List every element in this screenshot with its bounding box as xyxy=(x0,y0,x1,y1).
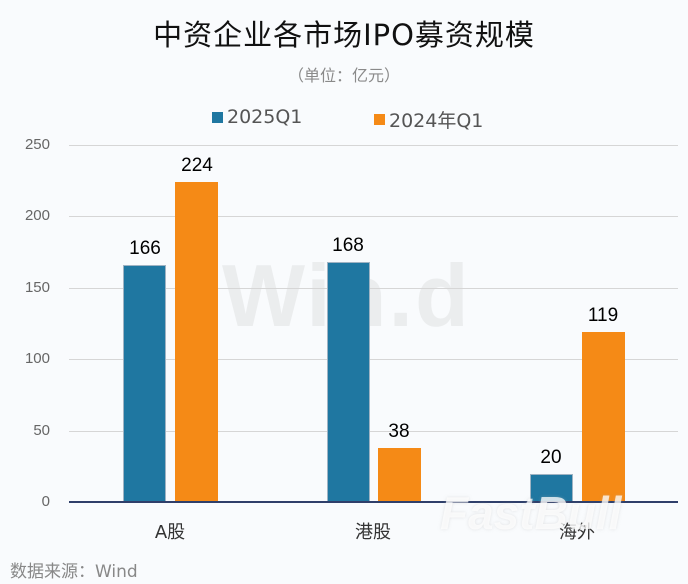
y-tick-200: 200 xyxy=(24,207,50,224)
gridline-250 xyxy=(69,145,678,146)
legend-item-2025q1: 2025Q1 xyxy=(212,106,302,128)
bar-label-a-share-2025q1: 166 xyxy=(129,238,161,259)
x-tick-hk-share: 港股 xyxy=(355,522,391,543)
legend-label-2025q1: 2025Q1 xyxy=(227,106,303,128)
legend-item-2024q1: 2024年Q1 xyxy=(374,106,483,133)
gridline-50 xyxy=(69,431,678,432)
y-tick-100: 100 xyxy=(24,350,50,367)
bar-overseas-2025q1 xyxy=(530,474,573,502)
y-tick-50: 50 xyxy=(33,422,50,439)
legend: 2025Q1 2024年Q1 xyxy=(0,106,688,133)
bar-a-share-2024q1 xyxy=(175,182,218,502)
fastbull-watermark: FastBull xyxy=(440,487,622,539)
legend-label-2024q1: 2024年Q1 xyxy=(389,110,484,132)
x-tick-a-share: A股 xyxy=(154,522,186,543)
legend-swatch-2025q1-icon xyxy=(212,111,223,123)
legend-swatch-2024q1-icon xyxy=(374,114,385,125)
gridline-200 xyxy=(69,216,678,217)
bar-label-overseas-2024q1: 119 xyxy=(587,305,619,326)
chart-subtitle: （单位：亿元） xyxy=(287,66,400,85)
bar-overseas-2024q1 xyxy=(582,332,625,502)
chart-title: 中资企业各市场IPO募资规模 xyxy=(153,18,535,52)
bar-label-hk-share-2025q1: 168 xyxy=(332,235,364,256)
bar-label-a-share-2024q1: 224 xyxy=(181,155,213,176)
gridline-100 xyxy=(69,359,678,360)
gridline-150 xyxy=(69,288,678,289)
y-tick-0: 0 xyxy=(41,493,50,510)
x-axis-line xyxy=(69,501,678,503)
bar-label-hk-share-2024q1: 38 xyxy=(388,421,410,442)
bar-a-share-2025q1 xyxy=(123,265,166,502)
data-source: 数据来源：Wind xyxy=(10,562,138,582)
bar-hk-share-2024q1 xyxy=(378,448,421,502)
x-tick-overseas: 海外 xyxy=(559,522,595,543)
y-tick-250: 250 xyxy=(24,136,50,153)
bar-label-overseas-2025q1: 20 xyxy=(540,447,562,468)
y-tick-150: 150 xyxy=(24,279,50,296)
bar-hk-share-2025q1 xyxy=(327,262,370,502)
